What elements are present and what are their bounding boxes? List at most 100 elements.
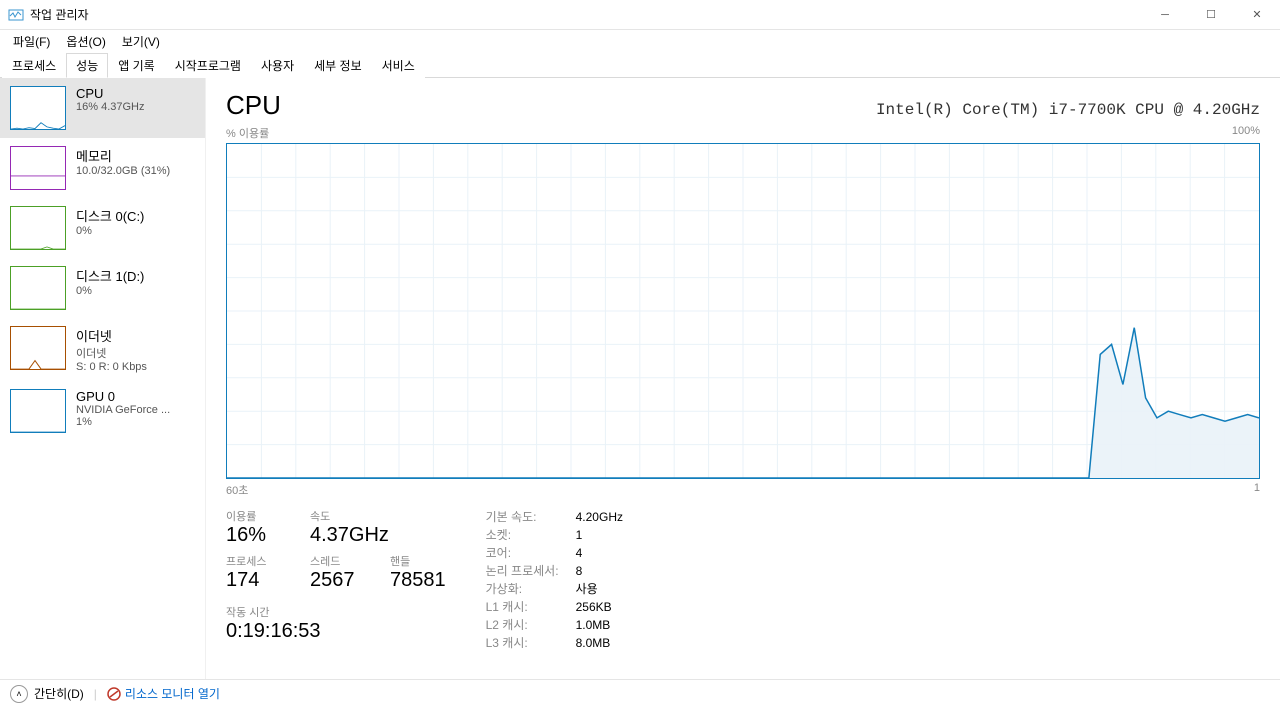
- sidebar-thumb: [10, 206, 66, 250]
- spec-value: 8.0MB: [576, 634, 611, 652]
- spec-value: 8: [576, 562, 583, 580]
- sidebar-item-sub: 16% 4.37GHz: [76, 101, 195, 113]
- sidebar-item-4[interactable]: 이더넷이더넷S: 0 R: 0 Kbps: [0, 318, 205, 381]
- chart-x-right: 1: [1254, 482, 1260, 498]
- spec-row-l1: L1 캐시:256KB: [486, 598, 623, 616]
- spec-row-cores: 코어:4: [486, 544, 623, 562]
- menubar: 파일(F) 옵션(O) 보기(V): [0, 30, 1280, 52]
- sidebar-item-title: CPU: [76, 86, 195, 101]
- label-uptime: 작동 시간: [226, 604, 446, 620]
- sidebar-item-5[interactable]: GPU 0NVIDIA GeForce ...1%: [0, 381, 205, 441]
- label-threads: 스레드: [310, 553, 366, 569]
- sidebar-thumb: [10, 266, 66, 310]
- resource-monitor-link[interactable]: 리소스 모니터 열기: [107, 685, 220, 702]
- menu-file[interactable]: 파일(F): [6, 31, 57, 52]
- taskmgr-icon: [8, 7, 24, 23]
- sidebar-item-sub: 10.0/32.0GB (31%): [76, 165, 195, 177]
- value-speed: 4.37GHz: [310, 524, 389, 547]
- main-header: CPU Intel(R) Core(TM) i7-7700K CPU @ 4.2…: [226, 90, 1260, 121]
- resource-monitor-icon: [107, 687, 121, 701]
- sidebar-item-sub2: S: 0 R: 0 Kbps: [76, 361, 195, 373]
- close-button[interactable]: ✕: [1234, 0, 1280, 30]
- sidebar-thumb: [10, 326, 66, 370]
- sidebar-info: 메모리10.0/32.0GB (31%): [76, 146, 195, 190]
- spec-label: 소켓:: [486, 526, 576, 544]
- spec-label: 기본 속도:: [486, 508, 576, 526]
- sidebar-item-sub2: 1%: [76, 416, 195, 428]
- cpu-model: Intel(R) Core(TM) i7-7700K CPU @ 4.20GHz: [876, 101, 1260, 119]
- spec-value: 4.20GHz: [576, 508, 623, 526]
- sidebar: CPU16% 4.37GHz 메모리10.0/32.0GB (31%) 디스크 0(…: [0, 78, 206, 679]
- sidebar-item-sub: 이더넷: [76, 345, 195, 361]
- value-handles: 78581: [390, 569, 446, 592]
- label-processes: 프로세스: [226, 553, 286, 569]
- cpu-chart[interactable]: [226, 143, 1260, 479]
- spec-value: 4: [576, 544, 583, 562]
- tab-0[interactable]: 프로세스: [2, 53, 66, 78]
- value-uptime: 0:19:16:53: [226, 620, 446, 643]
- sidebar-thumb: [10, 389, 66, 433]
- minimize-button[interactable]: ─: [1142, 0, 1188, 30]
- label-speed: 속도: [310, 508, 389, 524]
- spec-label: L1 캐시:: [486, 598, 576, 616]
- chart-y-max: 100%: [1232, 125, 1260, 141]
- titlebar: 작업 관리자 ─ ☐ ✕: [0, 0, 1280, 30]
- tab-3[interactable]: 시작프로그램: [165, 53, 251, 78]
- menu-options[interactable]: 옵션(O): [59, 31, 112, 52]
- statusbar: ˄ 간단히(D) | 리소스 모니터 열기: [0, 679, 1280, 707]
- stats-left: 이용률 16% 속도 4.37GHz 프로세스 174 스레드: [226, 508, 446, 652]
- sidebar-item-2[interactable]: 디스크 0(C:)0%: [0, 198, 205, 258]
- chevron-up-icon: ˄: [10, 685, 28, 703]
- spec-value: 사용: [576, 580, 598, 598]
- spec-label: 논리 프로세서:: [486, 562, 576, 580]
- spec-row-l2: L2 캐시:1.0MB: [486, 616, 623, 634]
- sidebar-thumb: [10, 86, 66, 130]
- maximize-button[interactable]: ☐: [1188, 0, 1234, 30]
- tab-4[interactable]: 사용자: [251, 53, 304, 78]
- tab-1[interactable]: 성능: [66, 53, 108, 78]
- spec-row-base_speed: 기본 속도:4.20GHz: [486, 508, 623, 526]
- spec-label: L3 캐시:: [486, 634, 576, 652]
- sidebar-item-sub: 0%: [76, 285, 195, 297]
- value-threads: 2567: [310, 569, 366, 592]
- window-title: 작업 관리자: [30, 6, 1142, 23]
- spec-value: 1.0MB: [576, 616, 611, 634]
- tab-2[interactable]: 앱 기록: [108, 53, 164, 78]
- spec-label: L2 캐시:: [486, 616, 576, 634]
- spec-row-virt: 가상화:사용: [486, 580, 623, 598]
- toggle-label: 간단히(D): [34, 685, 84, 702]
- chart-top-labels: % 이용률 100%: [226, 125, 1260, 141]
- sidebar-item-title: 디스크 1(D:): [76, 266, 195, 285]
- label-util: 이용률: [226, 508, 286, 524]
- sidebar-info: GPU 0NVIDIA GeForce ...1%: [76, 389, 195, 433]
- sidebar-info: 디스크 1(D:)0%: [76, 266, 195, 310]
- tab-5[interactable]: 세부 정보: [304, 53, 372, 78]
- tabs: 프로세스성능앱 기록시작프로그램사용자세부 정보서비스: [0, 52, 1280, 78]
- spec-label: 가상화:: [486, 580, 576, 598]
- sidebar-info: 디스크 0(C:)0%: [76, 206, 195, 250]
- window-controls: ─ ☐ ✕: [1142, 0, 1280, 30]
- stats-right: 기본 속도:4.20GHz소켓:1코어:4논리 프로세서:8가상화:사용L1 캐…: [486, 508, 623, 652]
- label-handles: 핸들: [390, 553, 446, 569]
- spec-value: 256KB: [576, 598, 612, 616]
- spec-row-sockets: 소켓:1: [486, 526, 623, 544]
- value-util: 16%: [226, 524, 286, 547]
- sidebar-info: CPU16% 4.37GHz: [76, 86, 195, 130]
- chart-y-label: % 이용률: [226, 125, 269, 141]
- link-label: 리소스 모니터 열기: [125, 685, 220, 702]
- main-panel: CPU Intel(R) Core(TM) i7-7700K CPU @ 4.2…: [206, 78, 1280, 679]
- chart-x-left: 60초: [226, 482, 248, 498]
- separator: |: [94, 687, 97, 701]
- sidebar-item-title: GPU 0: [76, 389, 195, 404]
- spec-label: 코어:: [486, 544, 576, 562]
- sidebar-item-title: 메모리: [76, 146, 195, 165]
- sidebar-item-1[interactable]: 메모리10.0/32.0GB (31%): [0, 138, 205, 198]
- content: CPU16% 4.37GHz메모리10.0/32.0GB (31%)디스크 0(…: [0, 78, 1280, 679]
- tab-6[interactable]: 서비스: [372, 53, 425, 78]
- menu-view[interactable]: 보기(V): [115, 31, 167, 52]
- chart-bottom-labels: 60초 1: [226, 482, 1260, 498]
- sidebar-item-0[interactable]: CPU16% 4.37GHz: [0, 78, 205, 138]
- sidebar-info: 이더넷이더넷S: 0 R: 0 Kbps: [76, 326, 195, 373]
- fewer-details-toggle[interactable]: ˄ 간단히(D): [10, 685, 84, 703]
- sidebar-item-3[interactable]: 디스크 1(D:)0%: [0, 258, 205, 318]
